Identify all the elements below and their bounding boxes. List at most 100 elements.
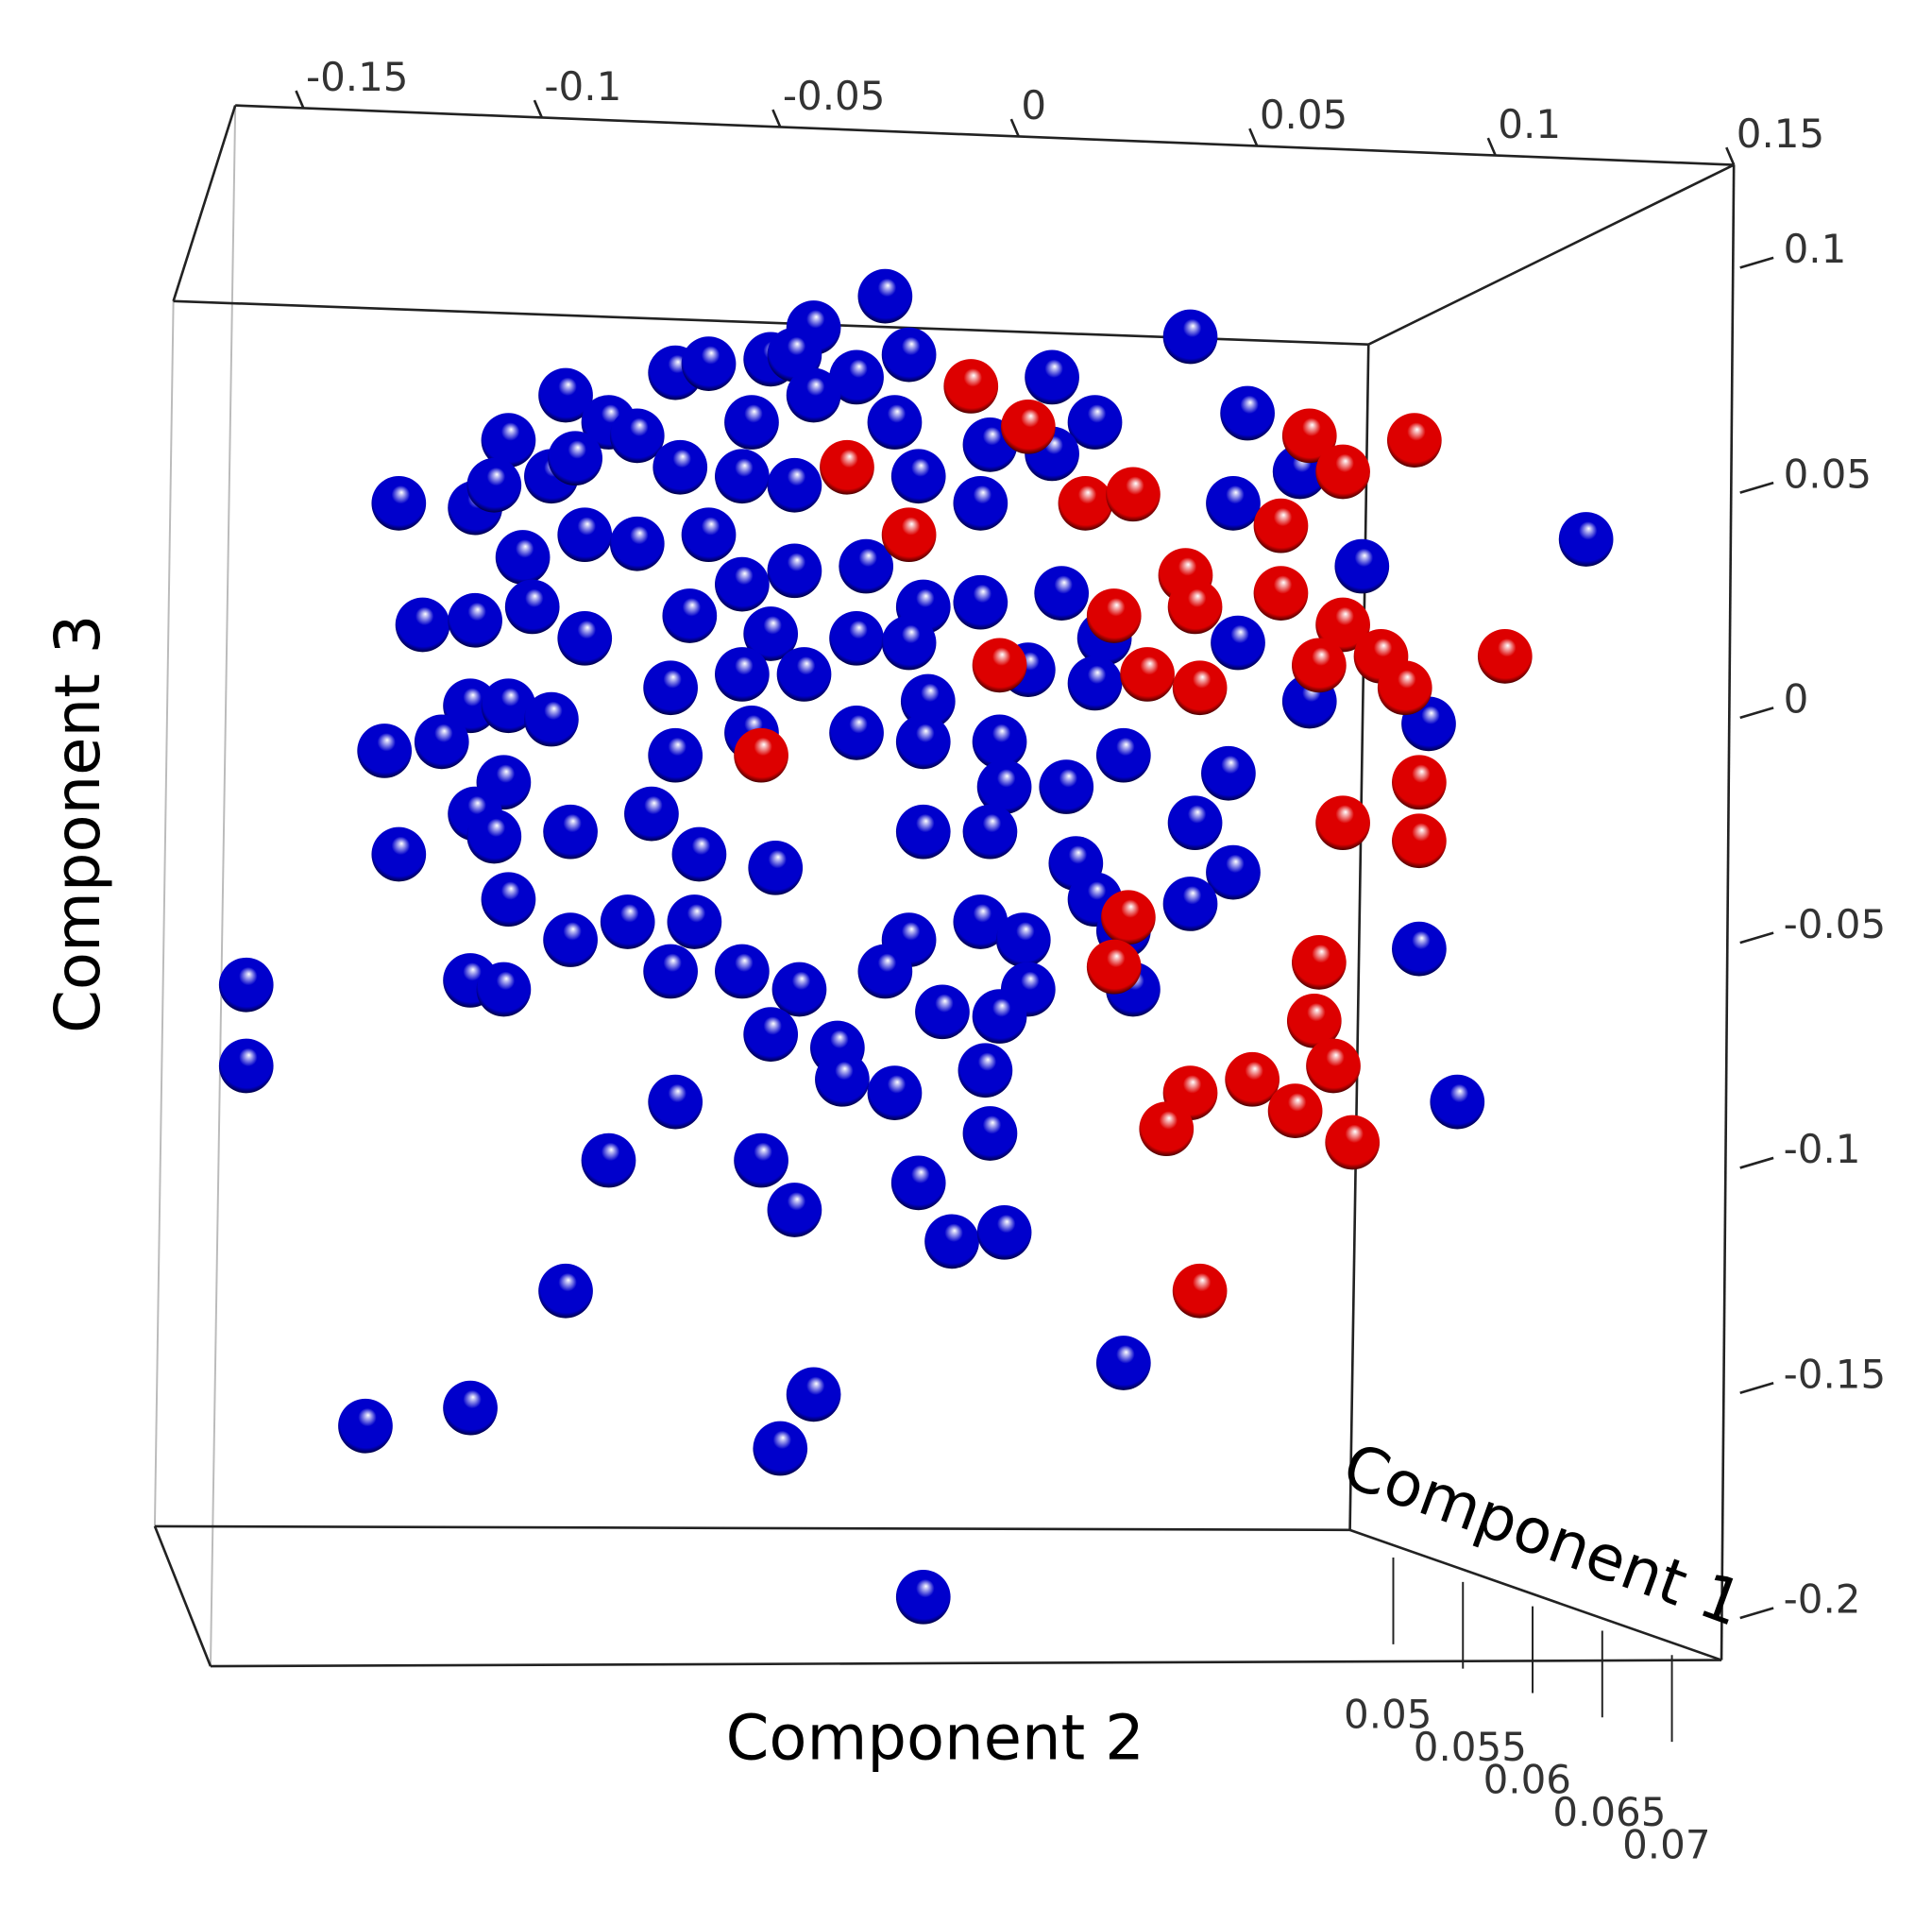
z-tick-label: 0.06 — [1483, 1757, 1571, 1803]
point — [743, 1007, 799, 1062]
point — [1095, 1336, 1151, 1390]
point — [915, 984, 970, 1040]
x-tick-label: -0.05 — [783, 73, 886, 119]
point — [895, 714, 951, 770]
point — [820, 439, 874, 495]
point — [1225, 1051, 1280, 1107]
point — [652, 439, 708, 495]
point — [609, 516, 665, 571]
point — [881, 507, 937, 563]
point — [890, 1155, 946, 1211]
point — [538, 367, 593, 423]
point — [600, 894, 655, 949]
point — [481, 872, 536, 928]
point — [767, 457, 822, 513]
point — [743, 606, 799, 661]
y-tick — [1739, 256, 1774, 269]
y-tick — [1739, 707, 1774, 720]
point — [1325, 1115, 1381, 1170]
z-tick-label: 0.055 — [1414, 1724, 1527, 1770]
point — [857, 268, 913, 324]
point — [767, 327, 822, 383]
point — [857, 944, 913, 999]
z-tick-label: 0.05 — [1344, 1692, 1432, 1738]
point — [715, 449, 770, 504]
series — [218, 268, 1614, 1625]
point — [624, 786, 679, 842]
x-tick — [295, 90, 305, 109]
point — [962, 1106, 1018, 1161]
point — [1306, 1038, 1361, 1094]
point — [1211, 615, 1265, 671]
point — [839, 538, 894, 594]
point — [786, 1367, 841, 1422]
series — [734, 359, 1533, 1319]
point — [395, 597, 450, 653]
y-tick — [1739, 1381, 1774, 1394]
point — [662, 588, 718, 643]
box-edge — [1348, 344, 1370, 1530]
point — [218, 957, 274, 1013]
point — [1292, 638, 1347, 693]
y-tick — [1739, 931, 1774, 945]
point — [867, 395, 923, 450]
y-tick-label: -0.1 — [1784, 1126, 1861, 1172]
point — [1477, 629, 1533, 684]
box-edge — [153, 300, 175, 1526]
point — [1253, 566, 1309, 621]
point — [1067, 395, 1123, 450]
point — [1039, 759, 1094, 814]
point — [1201, 745, 1256, 801]
y-tick — [1739, 481, 1774, 494]
point — [815, 1051, 870, 1107]
box-edge — [1367, 163, 1735, 346]
point — [543, 912, 598, 967]
point — [1392, 921, 1447, 977]
point — [1315, 444, 1370, 500]
x-tick — [1486, 137, 1497, 157]
point — [648, 1074, 703, 1130]
box-edge — [210, 1659, 1722, 1668]
box-edge — [209, 105, 237, 1667]
point — [962, 804, 1018, 860]
point — [1267, 1083, 1323, 1139]
point — [881, 327, 937, 383]
point — [481, 413, 536, 468]
point — [1206, 844, 1261, 900]
x-tick-label: 0.05 — [1260, 92, 1347, 138]
point — [976, 759, 1032, 814]
z-tick-label: 0.065 — [1552, 1789, 1666, 1835]
point — [715, 556, 770, 612]
y-tick-label: 0.1 — [1784, 226, 1847, 272]
point — [338, 1398, 393, 1454]
point — [972, 989, 1027, 1044]
point — [1025, 349, 1079, 405]
point — [1292, 935, 1347, 990]
point — [1086, 588, 1142, 643]
box-edge — [235, 104, 1735, 166]
box-edge — [172, 105, 237, 302]
point — [953, 574, 1008, 630]
point — [1034, 566, 1090, 621]
point — [1086, 939, 1142, 995]
point — [734, 1132, 788, 1188]
point — [1386, 413, 1442, 468]
point — [548, 431, 602, 486]
point — [448, 592, 502, 648]
z-tick-label: 0.07 — [1622, 1821, 1710, 1867]
point — [1286, 993, 1342, 1048]
point — [995, 912, 1051, 967]
point — [1172, 1263, 1228, 1319]
box-edge — [1720, 164, 1736, 1660]
point — [972, 638, 1027, 693]
point — [524, 691, 579, 747]
point — [1220, 385, 1275, 441]
y-tick-label: -0.05 — [1784, 901, 1887, 947]
point — [1067, 656, 1123, 711]
point — [1120, 647, 1175, 702]
point — [1377, 660, 1432, 716]
x-tick — [1009, 118, 1020, 137]
point — [1172, 660, 1228, 716]
point — [881, 615, 937, 671]
point — [681, 336, 737, 391]
